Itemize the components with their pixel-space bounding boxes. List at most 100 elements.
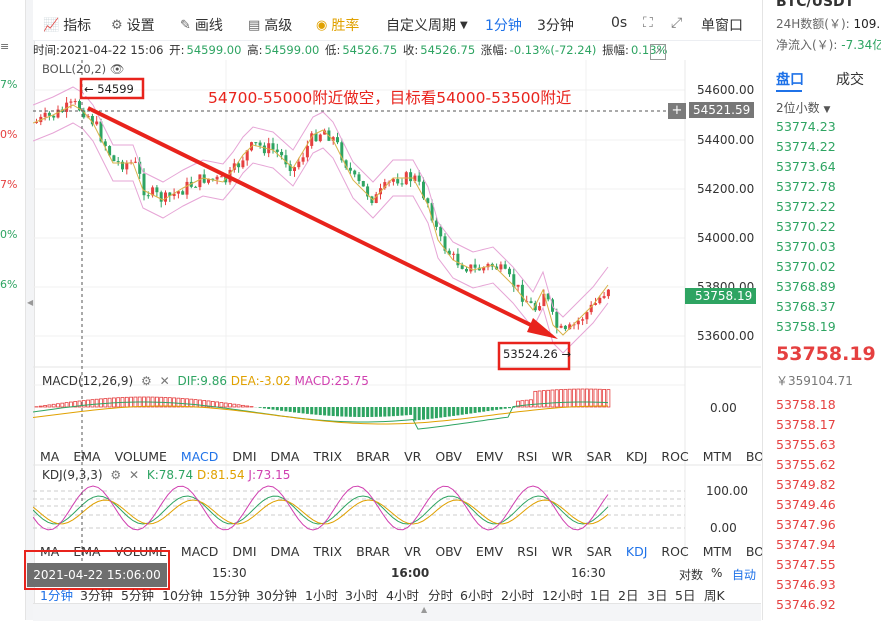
ask-price[interactable]: 53749.46 bbox=[776, 497, 836, 512]
indicator-tab[interactable]: EMA bbox=[73, 449, 100, 464]
indicator-tab[interactable]: TRIX bbox=[313, 449, 342, 464]
indicator-tab[interactable]: SAR bbox=[587, 449, 612, 464]
indicator-tab[interactable]: BRAR bbox=[356, 449, 390, 464]
win-rate-button[interactable]: ◉胜率 bbox=[316, 15, 359, 35]
period-option[interactable]: 1分钟 bbox=[40, 585, 73, 604]
percent-scale-toggle[interactable]: % bbox=[711, 566, 722, 580]
ask-price[interactable]: 53755.62 bbox=[776, 457, 836, 472]
settings-button[interactable]: ⚙设置 bbox=[111, 15, 155, 35]
indicator-tab[interactable]: ROC bbox=[661, 544, 688, 559]
period-1m-button[interactable]: 1分钟 bbox=[485, 15, 522, 35]
ask-price[interactable]: 53758.17 bbox=[776, 417, 836, 432]
indicator-tab[interactable]: WR bbox=[551, 544, 572, 559]
bid-price[interactable]: 53758.19 bbox=[776, 319, 836, 334]
add-alert-button[interactable]: + bbox=[668, 103, 686, 119]
period-option[interactable]: 30分钟 bbox=[256, 585, 297, 604]
fullscreen-icon[interactable]: ⛶ bbox=[643, 15, 653, 31]
indicator-tab[interactable]: MTM bbox=[703, 449, 732, 464]
strip-item[interactable]: 7% bbox=[0, 178, 17, 191]
period-option[interactable]: 3日 bbox=[647, 585, 667, 604]
strip-item[interactable]: 7% bbox=[0, 78, 17, 91]
period-option[interactable]: 1小时 bbox=[305, 585, 338, 604]
period-option[interactable]: 2小时 bbox=[501, 585, 534, 604]
bid-price[interactable]: 53772.22 bbox=[776, 199, 836, 214]
advanced-button[interactable]: ▤高级 bbox=[248, 15, 292, 35]
draw-button[interactable]: ✎画线 bbox=[180, 15, 223, 35]
bid-price[interactable]: 53772.78 bbox=[776, 179, 836, 194]
ask-price[interactable]: 53755.63 bbox=[776, 437, 836, 452]
ask-price[interactable]: 53758.18 bbox=[776, 397, 836, 412]
indicator-tab[interactable]: MACD bbox=[181, 544, 218, 559]
period-option[interactable]: 分时 bbox=[428, 585, 453, 604]
single-window-button[interactable]: 单窗口 bbox=[701, 15, 743, 35]
kline-chart-area[interactable] bbox=[33, 60, 761, 570]
indicator-tab[interactable]: DMA bbox=[271, 449, 300, 464]
bid-price[interactable]: 53768.37 bbox=[776, 299, 836, 314]
indicator-tab[interactable]: EMV bbox=[476, 544, 503, 559]
bid-price[interactable]: 53770.03 bbox=[776, 239, 836, 254]
indicator-tab[interactable]: MTM bbox=[703, 544, 732, 559]
indicator-tab[interactable]: OBV bbox=[435, 544, 462, 559]
indicator-tab[interactable]: VOLUME bbox=[115, 449, 167, 464]
indicator-tab[interactable]: DMI bbox=[232, 449, 256, 464]
period-option[interactable]: 5日 bbox=[675, 585, 695, 604]
period-option[interactable]: 3小时 bbox=[345, 585, 378, 604]
strip-item[interactable]: 0% bbox=[0, 228, 17, 241]
indicator-tab[interactable]: EMV bbox=[476, 449, 503, 464]
bid-price[interactable]: 53774.23 bbox=[776, 119, 836, 134]
bid-price[interactable]: 53774.22 bbox=[776, 139, 836, 154]
auto-scale-toggle[interactable]: 自动 bbox=[732, 566, 756, 583]
ask-price[interactable]: 53747.55 bbox=[776, 557, 836, 572]
period-option[interactable]: 2日 bbox=[618, 585, 638, 604]
gear-icon[interactable]: ⚙ bbox=[141, 374, 152, 388]
close-icon[interactable]: ✕ bbox=[160, 374, 170, 388]
period-3m-button[interactable]: 3分钟 bbox=[537, 15, 574, 35]
tab-order-book[interactable]: 盘口 bbox=[776, 69, 804, 89]
bid-price[interactable]: 53768.89 bbox=[776, 279, 836, 294]
strip-item[interactable]: 6% bbox=[0, 278, 17, 291]
indicator-tab[interactable]: VR bbox=[404, 449, 421, 464]
indicator-tab[interactable]: KDJ bbox=[626, 544, 648, 559]
ask-price[interactable]: 53747.94 bbox=[776, 537, 836, 552]
eye-icon[interactable]: 👁 bbox=[110, 62, 125, 76]
indicator-tab[interactable]: MACD bbox=[181, 449, 218, 464]
period-option[interactable]: 周K bbox=[704, 585, 725, 604]
indicator-tab[interactable]: BRAR bbox=[356, 544, 390, 559]
expand-icon[interactable]: ⤢ bbox=[671, 15, 682, 31]
ask-price[interactable]: 53746.92 bbox=[776, 597, 836, 612]
ask-price[interactable]: 53746.93 bbox=[776, 577, 836, 592]
bid-price[interactable]: 53773.64 bbox=[776, 159, 836, 174]
custom-period-dropdown[interactable]: 自定义周期▼ bbox=[386, 15, 468, 35]
boll-label[interactable]: BOLL(20,2) 👁 bbox=[42, 62, 124, 76]
indicator-tab[interactable]: SAR bbox=[587, 544, 612, 559]
period-option[interactable]: 15分钟 bbox=[209, 585, 250, 604]
log-scale-toggle[interactable]: 对数 bbox=[679, 566, 703, 583]
strip-fold-icon[interactable]: ≡ bbox=[0, 40, 9, 53]
indicator-tab[interactable]: ROC bbox=[661, 449, 688, 464]
indicator-tab[interactable]: VR bbox=[404, 544, 421, 559]
gear-icon[interactable]: ⚙ bbox=[110, 468, 121, 482]
indicator-tab[interactable]: MA bbox=[40, 449, 59, 464]
tab-trades[interactable]: 成交 bbox=[836, 69, 864, 89]
period-option[interactable]: 12小时 bbox=[542, 585, 583, 604]
indicators-button[interactable]: 📈指标 bbox=[43, 15, 91, 35]
period-option[interactable]: 4小时 bbox=[386, 585, 419, 604]
ask-price[interactable]: 53749.82 bbox=[776, 477, 836, 492]
indicator-tab[interactable]: DMI bbox=[232, 544, 256, 559]
indicator-tab[interactable]: RSI bbox=[517, 449, 537, 464]
strip-item[interactable]: 0% bbox=[0, 128, 17, 141]
indicator-tab[interactable]: TRIX bbox=[313, 544, 342, 559]
maximize-icon[interactable]: ↗ bbox=[650, 44, 666, 60]
period-option[interactable]: 1日 bbox=[590, 585, 610, 604]
indicator-tab[interactable]: KDJ bbox=[626, 449, 648, 464]
indicator-tab[interactable]: OBV bbox=[435, 449, 462, 464]
ask-price[interactable]: 53747.96 bbox=[776, 517, 836, 532]
indicator-tab[interactable]: WR bbox=[551, 449, 572, 464]
collapse-down-icon[interactable]: ▲ bbox=[421, 605, 427, 614]
period-option[interactable]: 5分钟 bbox=[121, 585, 154, 604]
bid-price[interactable]: 53770.02 bbox=[776, 259, 836, 274]
indicator-tab[interactable]: DMA bbox=[271, 544, 300, 559]
bid-price[interactable]: 53770.22 bbox=[776, 219, 836, 234]
period-option[interactable]: 6小时 bbox=[460, 585, 493, 604]
decimals-dropdown[interactable]: 2位小数 ▼ bbox=[776, 99, 830, 116]
